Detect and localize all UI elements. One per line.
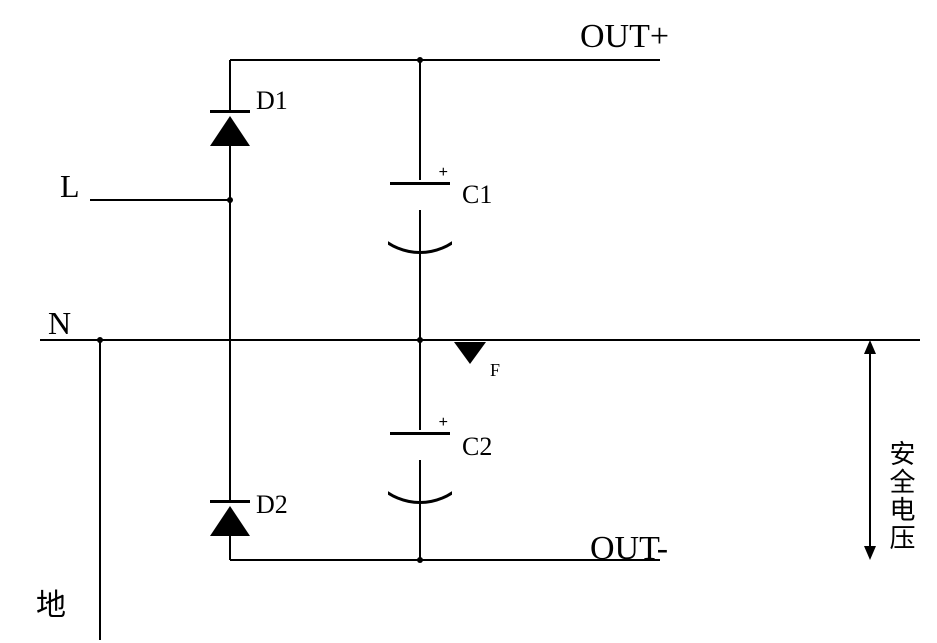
diode-D1 xyxy=(210,110,250,146)
circuit-diagram: + + OUT+ OUT- L N 地 D1 D2 C1 C2 F 安全电压 xyxy=(0,0,937,643)
label-C2: C2 xyxy=(462,432,492,462)
node xyxy=(97,337,103,343)
label-L: L xyxy=(60,168,80,205)
label-ground: 地 xyxy=(36,580,66,624)
node xyxy=(417,557,423,563)
label-N: N xyxy=(48,305,71,342)
dimension-arrow-down-icon xyxy=(864,546,876,560)
dimension-arrow-up-icon xyxy=(864,340,876,354)
diode-D2 xyxy=(210,500,250,536)
label-F: F xyxy=(490,360,500,381)
ground-arrow-icon xyxy=(454,342,486,364)
wire-diode-col-a xyxy=(229,60,231,110)
wire-gnd xyxy=(99,340,101,640)
label-out-minus: OUT- xyxy=(590,530,668,568)
node xyxy=(227,197,233,203)
c2-polarity-icon: + xyxy=(439,414,448,432)
wire-top-rail xyxy=(230,59,660,61)
label-C1: C1 xyxy=(462,180,492,210)
node xyxy=(417,337,423,343)
wire-L-in xyxy=(90,199,230,201)
node xyxy=(417,57,423,63)
capacitor-C2: + xyxy=(390,420,450,480)
wire-cap-col-a xyxy=(419,60,421,180)
c1-polarity-icon: + xyxy=(439,164,448,182)
wire-diode-col-c xyxy=(229,536,231,560)
label-out-plus: OUT+ xyxy=(580,18,669,56)
label-D1: D1 xyxy=(256,86,288,116)
wire-N-line xyxy=(40,339,920,341)
label-safe-voltage: 安全电压 xyxy=(882,440,919,552)
capacitor-C1: + xyxy=(390,170,450,230)
label-D2: D2 xyxy=(256,490,288,520)
dimension-line xyxy=(869,352,871,548)
